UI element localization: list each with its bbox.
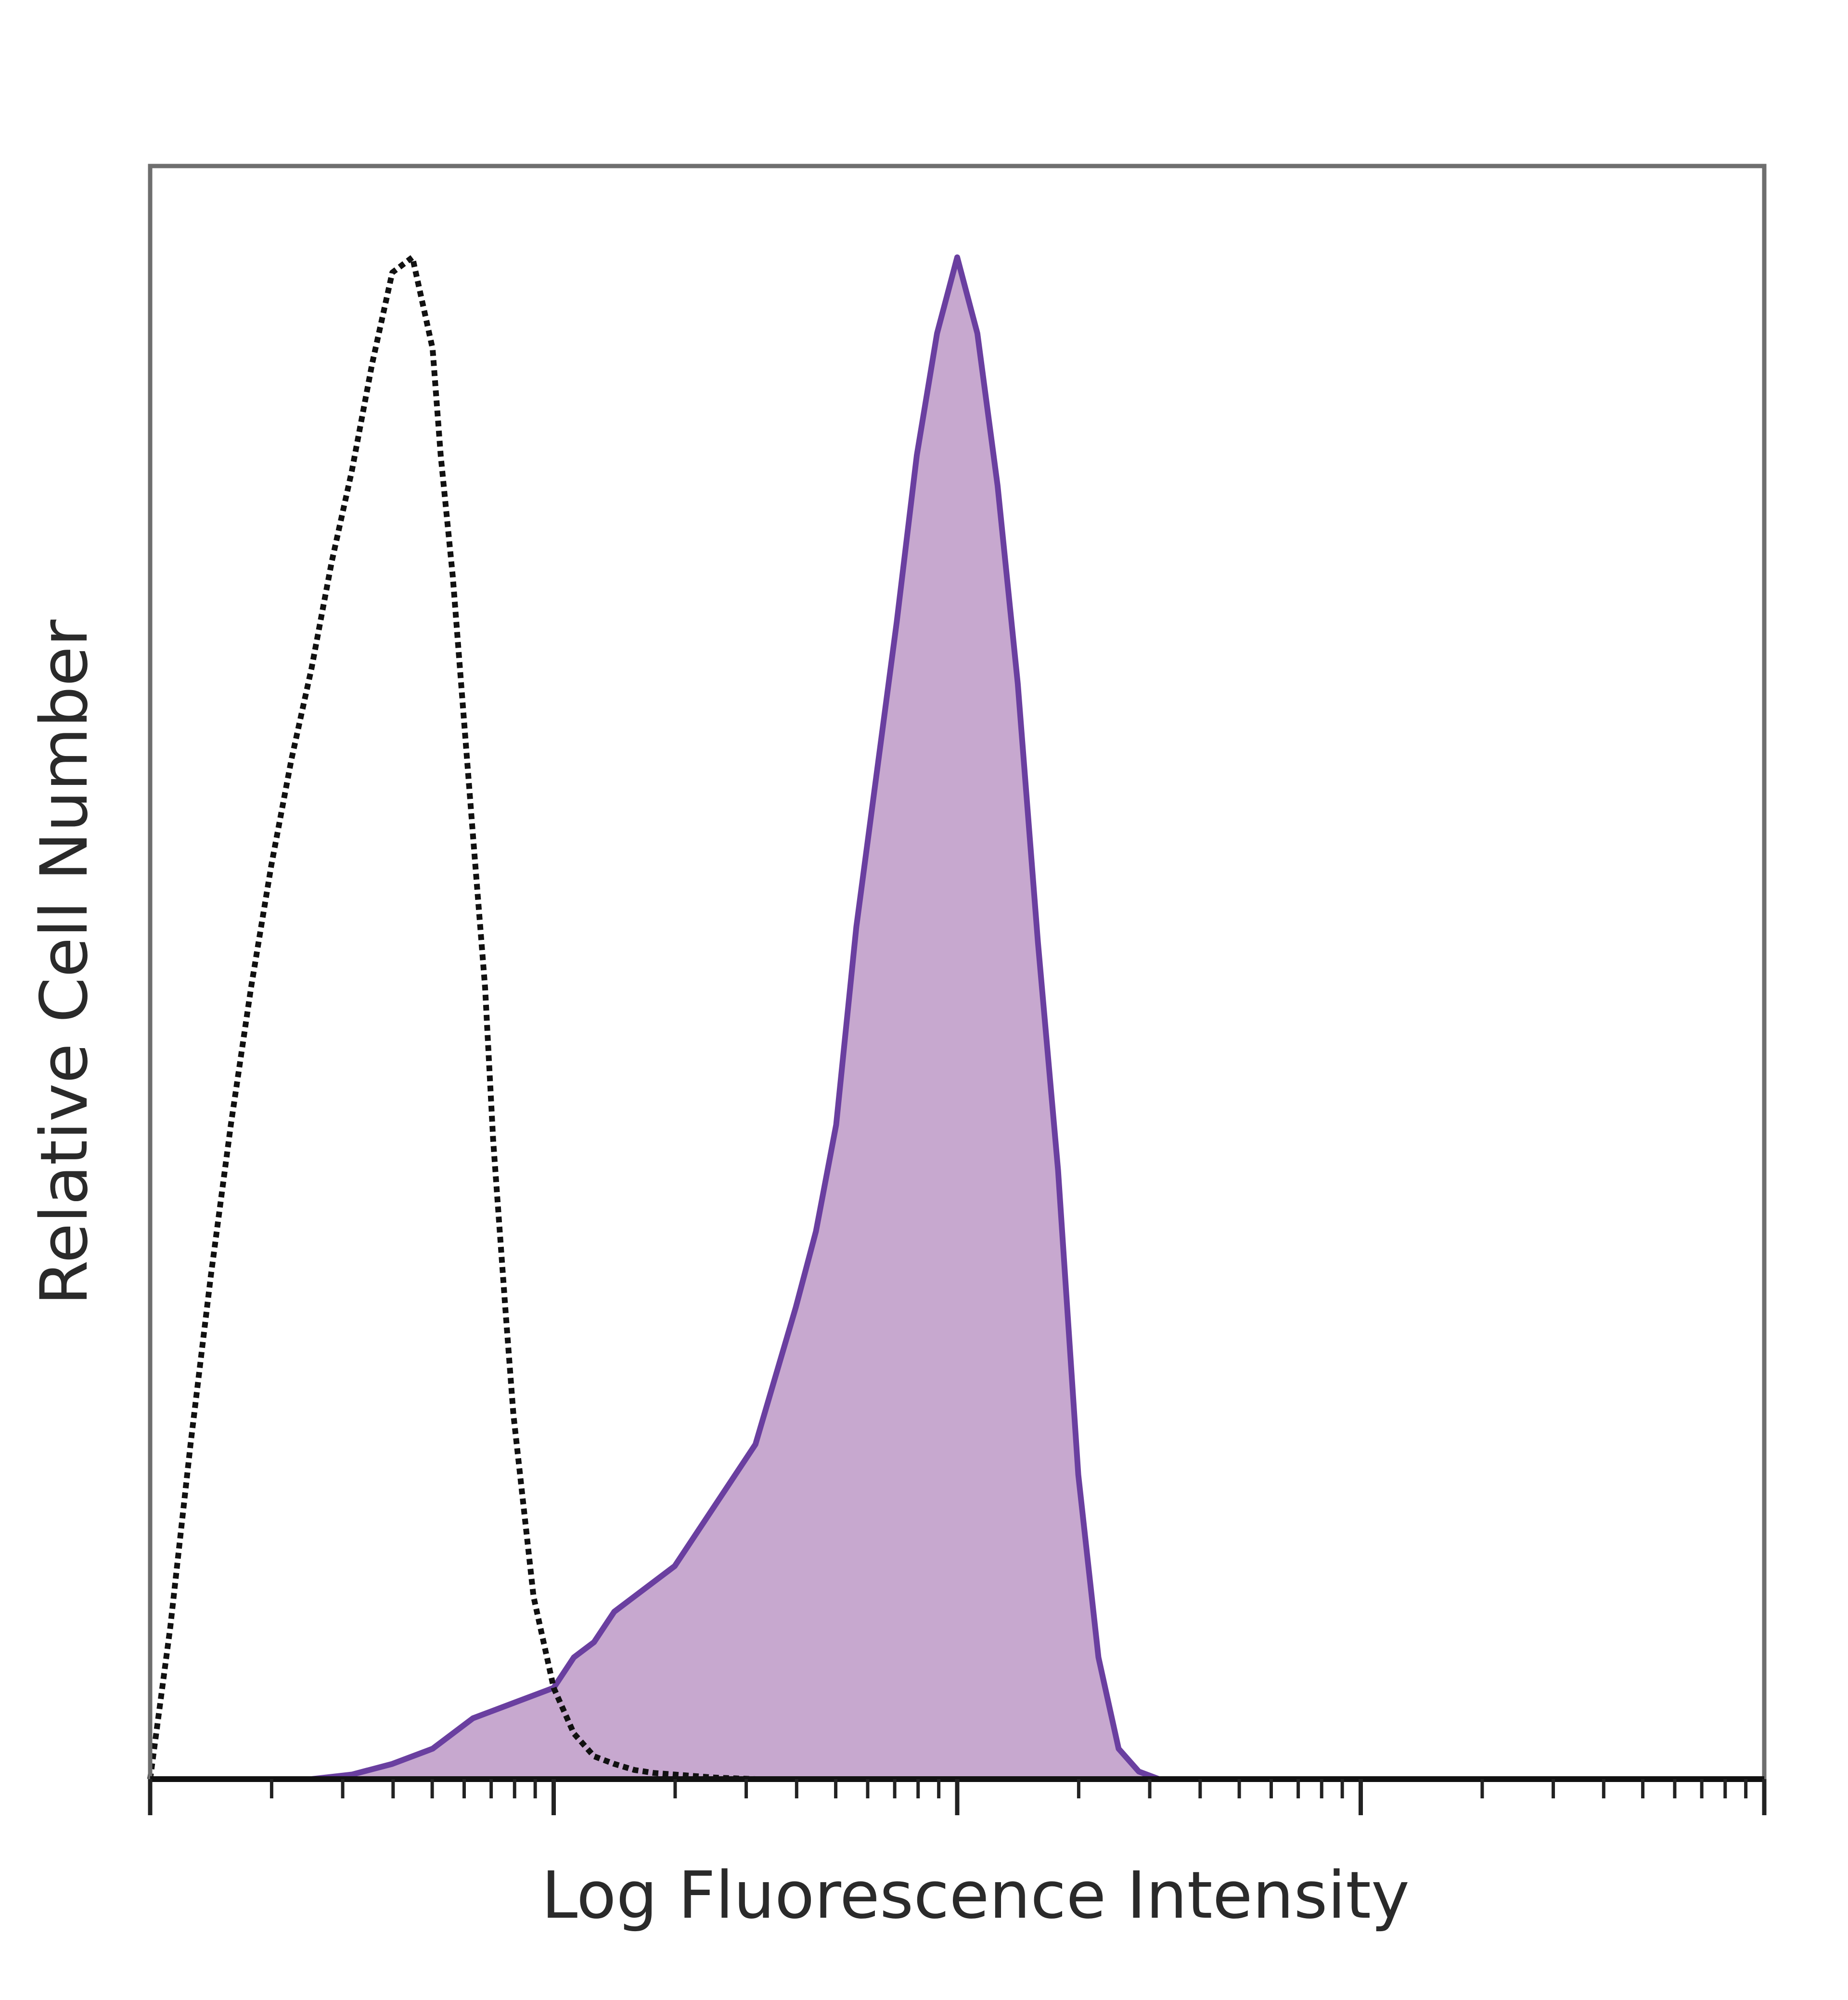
y-axis-label: Relative Cell Number [26, 619, 102, 1305]
axes-layer [148, 164, 1767, 1815]
plot-layer [147, 254, 1764, 1782]
x-axis-label: Log Fluorescence Intensity [541, 1858, 1410, 1933]
series-1-area [150, 257, 1764, 1780]
